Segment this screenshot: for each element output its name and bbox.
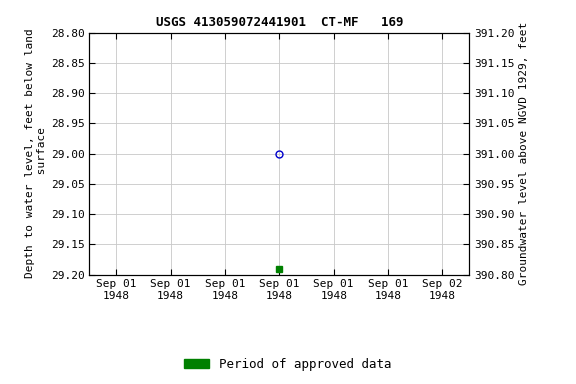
Legend: Period of approved data: Period of approved data — [179, 353, 397, 376]
Y-axis label: Depth to water level, feet below land
 surface: Depth to water level, feet below land su… — [25, 29, 47, 278]
Title: USGS 413059072441901  CT-MF   169: USGS 413059072441901 CT-MF 169 — [156, 16, 403, 29]
Y-axis label: Groundwater level above NGVD 1929, feet: Groundwater level above NGVD 1929, feet — [519, 22, 529, 285]
